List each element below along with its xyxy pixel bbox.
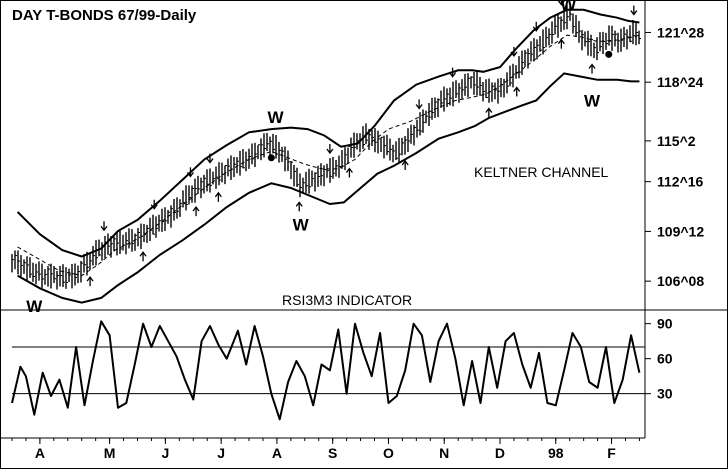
month-label: N [439,445,449,461]
price-tick-label: 121^28 [657,24,704,40]
price-tick-label: 115^2 [657,133,696,149]
rsi-panel [11,320,645,421]
up-arrow-head [588,63,596,69]
up-arrow-head [485,107,493,113]
down-arrow-head [326,148,334,155]
price-bars [11,4,641,290]
month-label: J [217,445,225,461]
down-arrow-head [415,104,423,110]
up-arrow-head [192,206,200,212]
up-arrow-head [557,38,565,45]
month-label: O [383,445,394,461]
down-arrow-head [150,204,158,210]
down-arrow-head [532,26,540,32]
month-label: J [161,445,169,461]
month-label: D [495,445,505,461]
month-label: M [104,445,116,461]
down-arrow-head [510,51,518,58]
rsi-indicator-label: RSI3M3 INDICATOR [282,292,412,308]
down-arrow-head [100,225,108,232]
down-arrow-head [557,0,565,6]
w-signal-label: W [584,92,601,111]
w-signal-label: W [560,0,577,14]
down-arrow-head [630,10,638,16]
price-panel: W W W W W [11,0,641,316]
up-arrow-head [345,167,353,173]
rsi-tick-label: 60 [657,351,673,367]
up-arrow-head [513,86,521,92]
price-tick-label: 118^24 [657,74,704,90]
up-arrow-head [401,159,409,166]
month-label: S [328,445,337,461]
chart-title: DAY T-BONDS 67/99-Daily [12,7,197,24]
up-arrow-head [139,251,147,257]
down-arrow-head [206,158,214,164]
up-arrow-head [214,191,222,198]
rsi-tick-label: 30 [657,386,673,402]
price-tick-label: 106^08 [657,273,704,289]
w-signal-label: W [26,297,43,316]
down-arrow-head [186,171,194,178]
keltner-middle-line [17,34,640,277]
w-signal-label: W [293,216,310,235]
month-label: F [607,445,616,461]
signal-dot [267,154,275,162]
month-label: 98 [548,445,564,461]
down-arrow-head [449,72,457,78]
price-tick-label: 112^16 [657,174,704,190]
signal-dot [605,50,613,58]
axes: 121^28 118^24 115^2 112^16 109^12 106^08 90 60 3… [0,0,728,461]
keltner-channel-label: KELTNER CHANNEL [474,164,609,180]
up-arrow-head [295,201,303,207]
w-signal-label: W [267,108,284,127]
price-tick-label: 109^12 [657,223,704,239]
keltner-lower-band [17,72,640,304]
rsi-line [11,320,641,421]
rsi-tick-label: 90 [657,316,673,332]
month-label: A [272,445,282,461]
up-arrow-head [86,276,94,282]
month-label: A [35,445,45,461]
keltner-upper-band [16,8,640,258]
